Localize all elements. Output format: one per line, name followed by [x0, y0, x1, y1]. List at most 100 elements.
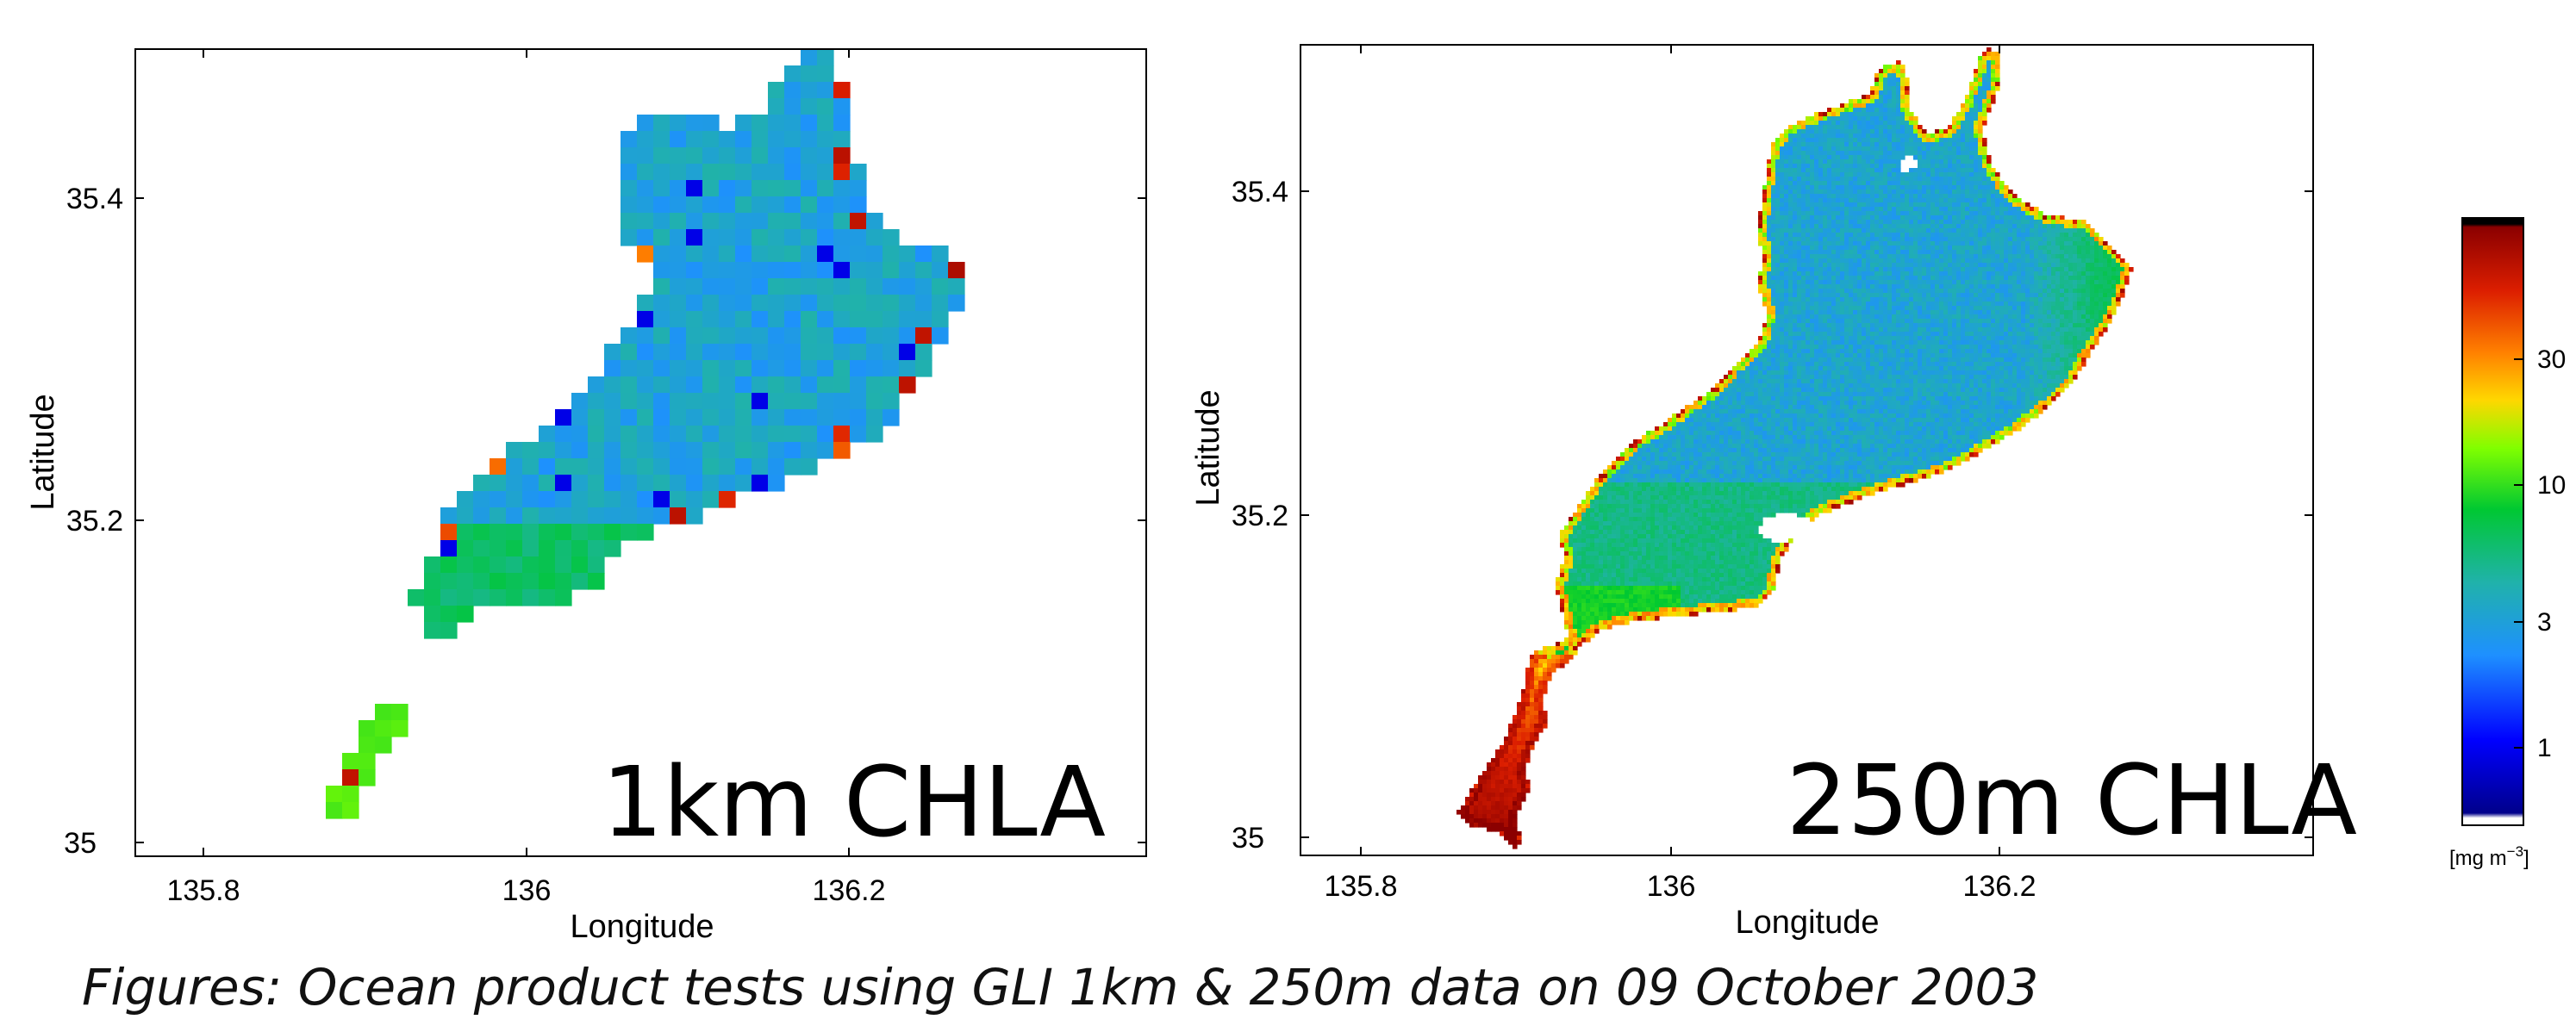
chla-pixel: [1918, 289, 1923, 294]
chla-pixel: [1887, 314, 1893, 320]
chla-pixel: [1883, 284, 1888, 289]
chla-pixel: [2030, 345, 2035, 350]
chla-pixel: [1874, 159, 1880, 165]
chla-pixel: [1801, 366, 1806, 371]
chla-pixel: [768, 475, 785, 492]
chla-pixel: [1849, 306, 1854, 311]
chla-pixel: [1844, 220, 1849, 225]
chla-pixel: [1905, 86, 1910, 91]
chla-pixel: [2111, 306, 2117, 311]
chla-pixel: [1913, 327, 1918, 333]
chla-pixel: [1887, 228, 1893, 233]
chla-pixel: [2068, 233, 2074, 238]
chla-pixel: [1909, 306, 1914, 311]
chla-pixel: [1892, 220, 1897, 225]
chla-pixel: [2017, 202, 2022, 208]
chla-pixel: [1952, 271, 1957, 277]
chla-pixel: [1892, 185, 1897, 190]
chla-pixel: [2111, 293, 2117, 298]
chla-pixel: [1879, 116, 1884, 121]
chla-pixel: [1905, 146, 1910, 152]
chla-pixel: [2068, 258, 2074, 264]
chla-pixel: [1797, 370, 1802, 376]
chla-pixel: [1978, 164, 1983, 169]
chla-pixel: [2012, 198, 2018, 203]
chla-pixel: [1892, 284, 1897, 289]
chla-pixel: [1900, 181, 1905, 186]
chla-pixel: [1810, 250, 1815, 255]
chla-pixel: [752, 393, 769, 410]
chla-pixel: [1767, 340, 1772, 345]
chla-pixel: [2051, 345, 2056, 350]
chla-pixel: [1987, 172, 1992, 177]
chla-pixel: [1775, 327, 1781, 333]
chla-pixel: [1883, 237, 1888, 242]
chla-pixel: [1918, 190, 1923, 195]
chla-pixel: [2030, 250, 2035, 255]
chla-pixel: [1974, 336, 1979, 341]
chla-pixel: [1978, 90, 1983, 96]
chla-pixel: [1801, 142, 1806, 147]
chla-pixel: [1788, 258, 1793, 264]
chla-pixel: [1926, 306, 1931, 311]
chla-pixel: [1913, 284, 1918, 289]
chla-pixel: [1862, 108, 1867, 113]
chla-pixel: [1918, 293, 1923, 298]
chla-pixel: [883, 246, 900, 263]
chla-pixel: [1969, 103, 1974, 109]
chla-pixel: [2077, 280, 2082, 285]
chla-pixel: [1793, 146, 1798, 152]
chla-pixel: [1853, 224, 1858, 229]
chla-pixel: [1995, 65, 2000, 70]
chla-pixel: [1758, 370, 1763, 376]
chla-pixel: [1874, 202, 1880, 208]
chla-pixel: [1939, 357, 1944, 363]
chla-pixel: [1788, 228, 1793, 233]
chla-pixel: [1849, 99, 1854, 104]
chla-pixel: [1771, 284, 1776, 289]
chla-pixel: [1995, 190, 2000, 195]
chla-pixel: [2086, 228, 2091, 233]
chla-pixel: [1866, 310, 1871, 315]
chla-pixel: [2120, 293, 2125, 298]
chla-pixel: [2073, 302, 2078, 307]
chla-pixel: [719, 458, 736, 476]
chla-pixel: [735, 115, 752, 132]
chla-pixel: [1831, 263, 1837, 268]
chla-pixel: [1956, 293, 1962, 298]
chla-pixel: [1831, 267, 1837, 272]
chla-pixel: [539, 556, 556, 574]
chla-pixel: [490, 475, 507, 492]
chla-pixel: [1771, 177, 1776, 182]
chla-pixel: [1823, 353, 1828, 358]
chla-pixel: [490, 556, 507, 574]
chla-pixel: [2055, 267, 2061, 272]
chla-pixel: [1814, 241, 1819, 246]
chla-pixel: [752, 327, 769, 345]
chla-pixel: [1775, 155, 1781, 160]
chla-pixel: [2012, 362, 2018, 367]
chla-pixel: [768, 327, 785, 345]
chla-pixel: [2064, 323, 2069, 328]
chla-pixel: [1771, 202, 1776, 208]
chla-pixel: [1900, 280, 1905, 285]
chla-pixel: [2025, 310, 2030, 315]
chla-pixel: [1974, 263, 1979, 268]
chla-pixel: [1862, 241, 1867, 246]
chla-pixel: [768, 344, 785, 361]
chla-pixel: [1896, 289, 1901, 294]
chla-pixel: [1810, 267, 1815, 272]
chla-pixel: [2047, 327, 2052, 333]
chla-pixel: [457, 540, 474, 557]
chla-pixel: [1935, 353, 1940, 358]
chla-pixel: [1879, 349, 1884, 354]
chla-pixel: [637, 491, 654, 508]
chla-pixel: [1935, 202, 1940, 208]
chla-pixel: [1823, 185, 1828, 190]
chla-pixel: [2077, 336, 2082, 341]
chla-pixel: [1844, 327, 1849, 333]
chla-pixel: [1909, 233, 1914, 238]
chla-pixel: [1814, 220, 1819, 225]
chla-pixel: [817, 82, 834, 99]
chla-pixel: [2012, 297, 2018, 302]
